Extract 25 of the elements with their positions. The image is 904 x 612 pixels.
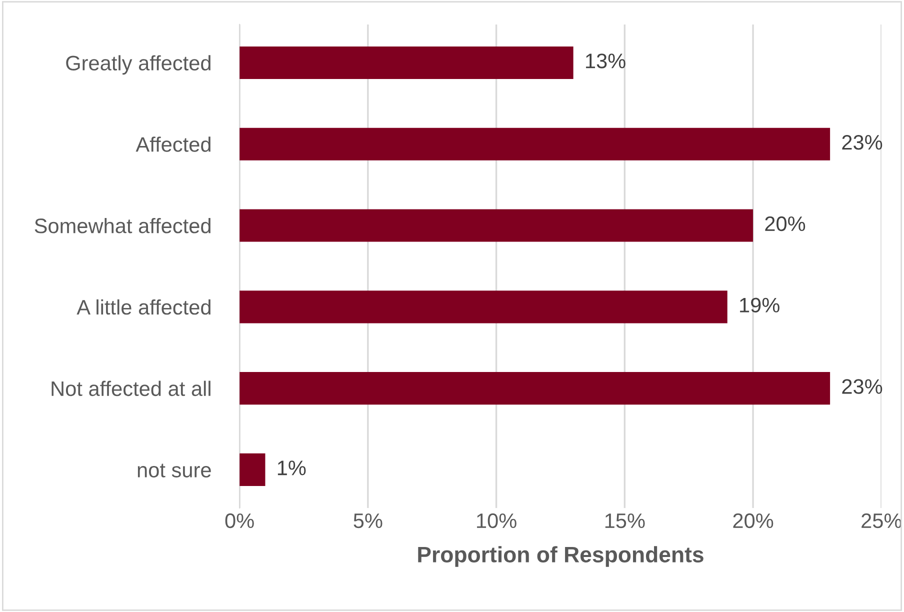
data-label: 23% [842,379,882,394]
x-tick-label: 15% [605,513,645,528]
data-label: 19% [740,298,780,313]
data-label: 20% [765,216,806,232]
data-label: 23% [842,134,882,150]
x-tick-label: 10% [477,513,516,528]
data-label: 1% [278,460,306,476]
bar [240,209,754,242]
x-tick-label: 25% [862,513,902,528]
x-tick-label: 20% [733,513,774,528]
data-label: 13% [586,54,626,68]
bar [240,128,830,160]
bar [240,453,266,486]
x-tick-label: 5% [354,513,382,528]
y-tick-label: Not affected at all [52,380,210,396]
y-tick-label: A little affected [76,299,210,315]
y-tick-label: Somewhat affected [34,218,210,234]
bar [240,372,830,405]
bar [240,290,728,324]
y-tick-label: Greatly affected [66,55,210,75]
x-tick-label: 0% [225,513,254,528]
bar [240,46,574,80]
y-tick-label: Affected [136,136,210,152]
x-axis-title: Proportion of Respondents [418,546,704,567]
y-tick-label: not sure [138,464,211,478]
